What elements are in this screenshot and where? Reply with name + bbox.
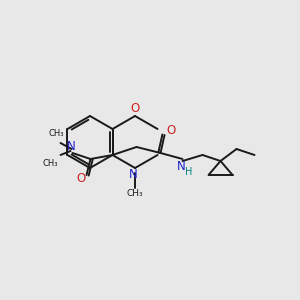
Text: O: O [166,124,175,137]
Text: O: O [76,172,85,185]
Text: N: N [129,169,137,182]
Text: O: O [130,103,140,116]
Text: N: N [177,160,186,173]
Text: N: N [67,140,76,154]
Text: CH₃: CH₃ [43,158,58,167]
Text: CH₃: CH₃ [127,190,143,199]
Text: H: H [185,167,192,177]
Text: CH₃: CH₃ [49,128,64,137]
